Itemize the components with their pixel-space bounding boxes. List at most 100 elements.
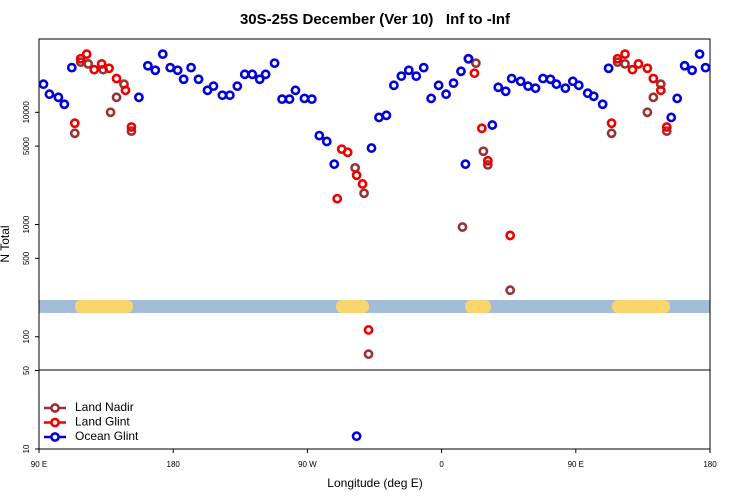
data-point [105,107,116,118]
data-point [247,69,258,80]
data-point [655,85,666,96]
data-point [612,53,623,64]
data-point [597,99,608,110]
data-point [75,53,86,64]
data-point [505,230,516,241]
plot-frame [38,38,711,450]
data-point [642,107,653,118]
data-point [620,58,630,69]
data-point [506,73,517,84]
legend-marker [50,417,60,428]
data-point [366,143,377,153]
data-point [351,170,362,181]
data-point [493,82,504,93]
data-point [551,79,562,90]
data-point [433,80,444,91]
data-point [606,128,617,139]
x-tick-label: 0 [439,460,444,469]
data-point [441,89,451,100]
x-axis-label: Longitude (deg E) [327,476,422,490]
y-axis-label: N Total [0,225,12,262]
data-point [403,65,414,76]
data-point [476,123,487,134]
data-point [269,58,280,69]
data-point [460,159,471,170]
land-band [612,300,670,313]
data-point [672,93,683,104]
data-point [456,66,466,77]
data-point [426,93,437,104]
data-point [627,64,638,75]
data-point [260,69,271,80]
y-tick-label: 500 [22,251,31,265]
y-tick-label: 50 [22,366,31,375]
x-tick-label: 90 E [568,460,584,469]
data-point [648,92,659,103]
data-point [172,65,183,76]
data-point [342,147,353,158]
land-band [75,300,133,313]
data-point [633,58,644,69]
data-point [284,94,295,105]
data-point [482,155,493,166]
data-point [290,85,301,96]
data-point [357,179,368,189]
data-point [134,92,144,103]
data-point [573,80,584,91]
data-point [104,63,114,74]
data-point [463,53,474,64]
data-point [482,159,493,170]
data-point [500,86,511,97]
data-point [150,65,161,76]
data-point [478,146,489,157]
y-tick-label: 10000 [22,101,31,124]
data-point [186,62,196,73]
data-point [642,63,653,74]
data-point [157,49,168,60]
data-point [457,222,468,232]
x-tick-label: 90 E [31,460,47,469]
y-tick-label: 1000 [22,215,31,233]
land-band [336,300,369,313]
data-point [329,159,340,170]
data-point [666,112,677,123]
legend-marker [50,403,60,413]
data-point [120,85,131,96]
data-point [530,83,541,94]
legend-label: Ocean Glint [75,429,139,443]
data-point [81,49,92,60]
data-point [38,79,49,90]
data-point [254,74,265,85]
data-point [69,128,80,139]
data-point [588,91,599,102]
data-point [69,118,80,129]
data-point [470,58,481,69]
data-point [232,81,243,92]
data-point [661,122,672,132]
data-point [126,122,137,132]
data-point [603,63,614,74]
data-point [620,49,630,60]
data-point [606,118,617,129]
y-tick-label: 100 [22,330,31,344]
data-point [411,71,422,82]
data-point [363,349,374,360]
data-point [515,76,526,87]
data-point [208,81,219,92]
data-point [321,136,332,147]
legend-label: Land Glint [75,415,130,429]
data-point [687,65,698,76]
land-band [465,300,491,313]
data-point [388,80,399,91]
data-point [679,60,690,71]
x-tick-label: 90 W [298,460,317,469]
data-point [314,130,325,141]
data-point [700,62,711,73]
data-point [142,60,153,71]
ocean-band [39,300,710,313]
data-point [44,89,55,100]
legend-label: Land Nadir [75,400,134,414]
data-point [448,78,459,89]
data-point [469,68,480,79]
